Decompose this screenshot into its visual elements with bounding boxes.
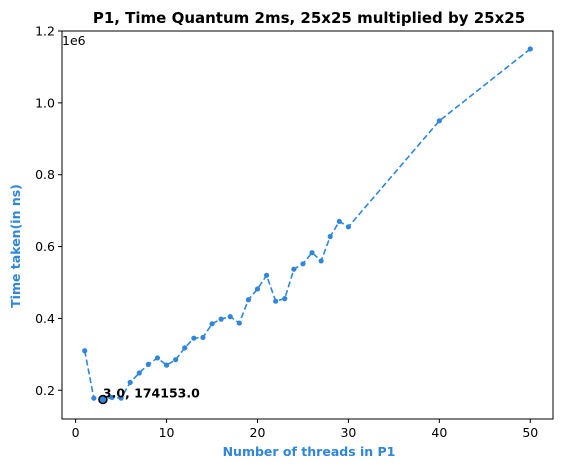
data-point — [282, 296, 288, 302]
y-axis-label: Time taken(in ns) — [8, 184, 23, 308]
x-axis-label: Number of threads in P1 — [223, 444, 396, 459]
chart-title: P1, Time Quantum 2ms, 25x25 multiplied b… — [93, 9, 525, 27]
data-point — [163, 362, 170, 368]
y-tick-label: 0.6 — [35, 239, 55, 254]
data-point — [300, 261, 306, 267]
data-point — [127, 379, 133, 385]
x-tick-label: 20 — [250, 425, 266, 440]
data-point — [173, 357, 179, 363]
axes-frame — [61, 30, 554, 420]
data-point — [245, 297, 251, 303]
data-point — [291, 266, 297, 272]
y-tick-label: 1.2 — [35, 24, 55, 39]
data-point — [436, 118, 442, 124]
y-tick-label: 0.2 — [35, 383, 55, 398]
data-point — [527, 46, 533, 52]
data-point — [82, 348, 88, 354]
x-tick-label: 0 — [72, 425, 80, 440]
highlight-annotation: 3.0, 174153.0 — [103, 386, 200, 401]
data-point — [236, 320, 242, 326]
series-line — [83, 48, 531, 401]
data-point — [154, 355, 161, 361]
data-point — [109, 394, 115, 401]
data-point — [200, 334, 206, 341]
x-tick-label: 10 — [159, 425, 175, 440]
data-point — [273, 298, 279, 304]
x-tick-label: 40 — [431, 425, 447, 440]
y-offset-label: 1e6 — [62, 33, 86, 48]
data-point — [318, 258, 324, 264]
data-point — [309, 250, 315, 256]
x-tick-label: 30 — [340, 425, 356, 440]
y-tick-label: 0.4 — [35, 311, 55, 326]
x-tick-label: 50 — [522, 425, 538, 440]
y-tick-label: 0.8 — [35, 167, 55, 182]
data-point — [182, 345, 188, 351]
data-point — [254, 286, 261, 292]
data-point — [145, 361, 151, 367]
x-axis: 0 10 20 30 40 50 — [72, 419, 538, 440]
y-axis: 0.2 0.4 0.6 0.8 1.0 1.2 — [35, 24, 62, 398]
plot-area — [82, 46, 533, 405]
data-point — [227, 314, 233, 320]
highlight-marker — [98, 394, 108, 405]
data-point — [118, 395, 124, 401]
data-point — [327, 233, 333, 240]
data-point — [336, 218, 342, 225]
data-point — [136, 370, 142, 376]
data-point — [263, 272, 270, 278]
data-point — [191, 335, 197, 341]
data-point — [209, 321, 215, 327]
y-tick-label: 1.0 — [35, 95, 55, 110]
data-point — [345, 224, 352, 230]
data-point — [218, 316, 224, 322]
data-point — [91, 395, 97, 401]
